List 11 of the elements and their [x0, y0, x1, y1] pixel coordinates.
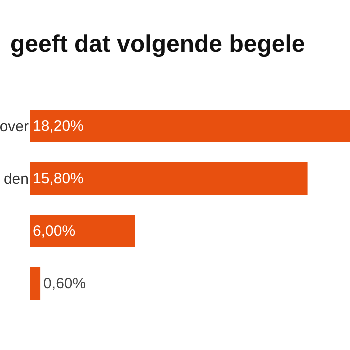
data-label: 6,00%	[33, 222, 76, 240]
data-label: 15,80%	[33, 170, 84, 188]
bar	[30, 110, 350, 143]
data-label: 0,60%	[44, 275, 86, 292]
y-tick-label: over	[0, 118, 29, 136]
data-label: 18,20%	[33, 118, 84, 135]
bar	[30, 162, 308, 196]
y-tick-label: den	[4, 171, 29, 188]
chart-title: geeft dat volgende begele	[10, 30, 306, 58]
bar	[30, 214, 136, 248]
bar	[30, 267, 41, 300]
